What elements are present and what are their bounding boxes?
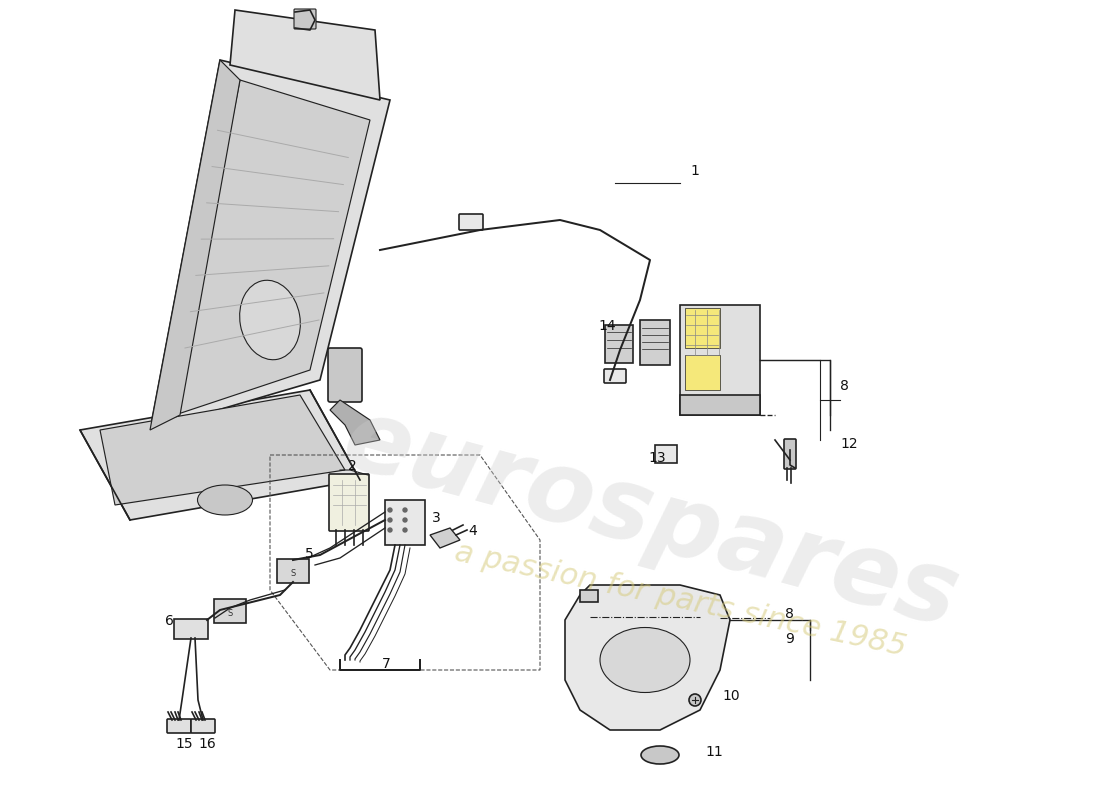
Polygon shape — [230, 10, 380, 100]
Polygon shape — [150, 60, 390, 430]
FancyBboxPatch shape — [685, 355, 720, 390]
FancyBboxPatch shape — [680, 305, 760, 415]
Ellipse shape — [600, 627, 690, 693]
Text: 4: 4 — [468, 524, 476, 538]
FancyBboxPatch shape — [174, 619, 208, 639]
Text: 5: 5 — [305, 547, 314, 561]
FancyBboxPatch shape — [605, 325, 632, 363]
Text: a passion for parts since 1985: a passion for parts since 1985 — [451, 538, 909, 662]
Text: 15: 15 — [175, 737, 192, 751]
Ellipse shape — [641, 746, 679, 764]
FancyBboxPatch shape — [329, 474, 368, 531]
Text: 14: 14 — [598, 319, 616, 333]
Polygon shape — [565, 585, 730, 730]
FancyBboxPatch shape — [640, 320, 670, 365]
Text: 13: 13 — [648, 451, 666, 465]
Circle shape — [403, 508, 407, 512]
Ellipse shape — [240, 280, 300, 360]
Text: 12: 12 — [840, 437, 858, 451]
Text: 1: 1 — [690, 164, 698, 178]
FancyBboxPatch shape — [385, 500, 425, 545]
FancyBboxPatch shape — [294, 9, 316, 29]
Circle shape — [403, 528, 407, 532]
Text: 9: 9 — [785, 632, 794, 646]
Circle shape — [388, 518, 392, 522]
Text: eurospares: eurospares — [332, 391, 968, 649]
Text: 7: 7 — [382, 657, 390, 671]
Circle shape — [388, 528, 392, 532]
Text: 10: 10 — [722, 689, 739, 703]
Circle shape — [403, 518, 407, 522]
Circle shape — [689, 694, 701, 706]
FancyBboxPatch shape — [459, 214, 483, 230]
Polygon shape — [150, 60, 240, 430]
FancyBboxPatch shape — [191, 719, 214, 733]
Text: 16: 16 — [198, 737, 216, 751]
FancyBboxPatch shape — [784, 439, 796, 469]
FancyBboxPatch shape — [328, 348, 362, 402]
Text: S: S — [228, 610, 232, 618]
FancyBboxPatch shape — [680, 395, 760, 415]
FancyBboxPatch shape — [604, 369, 626, 383]
Polygon shape — [175, 80, 370, 415]
FancyBboxPatch shape — [277, 559, 309, 583]
FancyBboxPatch shape — [167, 719, 191, 733]
Text: 2: 2 — [348, 459, 356, 473]
FancyBboxPatch shape — [580, 590, 598, 602]
Circle shape — [388, 508, 392, 512]
Text: 8: 8 — [785, 607, 794, 621]
Polygon shape — [330, 400, 380, 445]
Polygon shape — [430, 528, 460, 548]
Text: 3: 3 — [432, 511, 441, 525]
FancyBboxPatch shape — [214, 599, 246, 623]
Text: 8: 8 — [840, 379, 849, 393]
Text: 6: 6 — [165, 614, 174, 628]
FancyBboxPatch shape — [685, 308, 720, 348]
Text: S: S — [290, 570, 296, 578]
Text: 11: 11 — [705, 745, 723, 759]
FancyBboxPatch shape — [654, 445, 676, 463]
Polygon shape — [100, 395, 345, 505]
Polygon shape — [80, 390, 360, 520]
Ellipse shape — [198, 485, 253, 515]
